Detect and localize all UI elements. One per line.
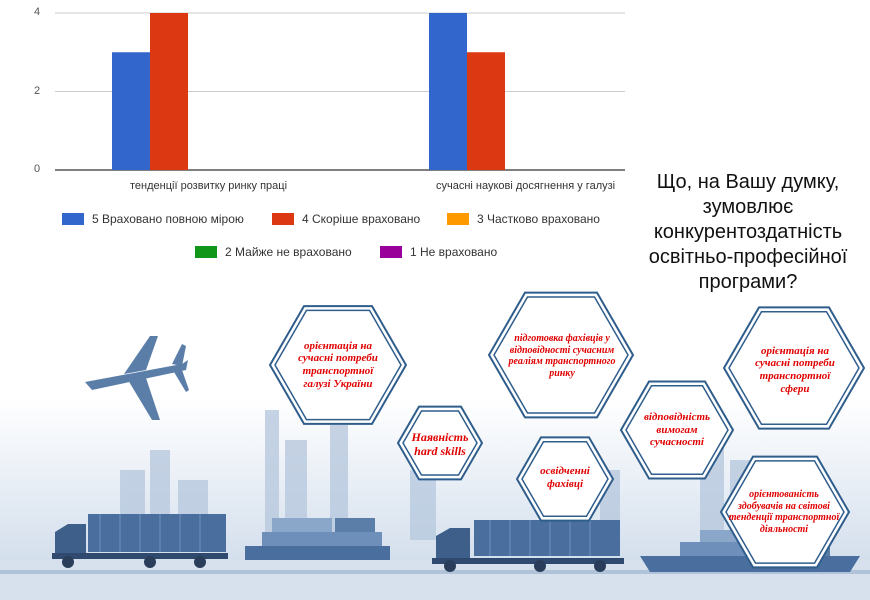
container-stack (245, 518, 390, 560)
hexagon-1 (396, 405, 484, 481)
airplane-icon (85, 336, 189, 420)
bar-0-0 (112, 52, 150, 170)
bar-0-1 (150, 13, 188, 170)
hexagon-inner-2 (493, 296, 629, 414)
hexagon-3 (515, 436, 615, 522)
hexagon-4 (619, 380, 735, 480)
hexagon-inner-5 (728, 310, 860, 426)
hexagon-text-3: освідченні фахівці (540, 465, 590, 490)
y-tick-label-2: 4 (34, 6, 41, 18)
bars (112, 13, 505, 170)
y-tick-label-0: 0 (34, 163, 41, 175)
legend-item-0: 5 Враховано повною мірою (62, 212, 244, 226)
hexagon-text-2: підготовка фахівців у відповідності суча… (508, 333, 616, 379)
bar-1-1 (467, 52, 505, 170)
hexagon-shapes (268, 291, 866, 569)
hexagon-text-5: орієнтація на сучасні потреби транспортн… (755, 344, 835, 395)
hexagon-inner-4 (625, 385, 729, 475)
legend-swatch-2 (447, 213, 469, 225)
hexagon-text-1: Наявність hard skills (411, 430, 469, 458)
hexagon-inner-6 (725, 460, 845, 564)
hexagon-2 (487, 291, 635, 419)
legend-swatch-0 (62, 213, 84, 225)
legend-swatch-3 (195, 246, 217, 258)
truck-icon-2 (432, 520, 624, 572)
hexagon-inner-3 (521, 441, 609, 517)
legend-item-3: 2 Майже не враховано (195, 245, 352, 259)
hexagon-inner-1 (402, 410, 478, 476)
hexagon-text-0: орієнтація на сучасні потреби транспортн… (298, 339, 378, 390)
question-text: Що, на Вашу думку, зумовлює конкурентозд… (648, 171, 848, 293)
hexagon-inner-0 (274, 309, 402, 421)
bar-chart (55, 12, 625, 171)
category-label-0: тенденції розвитку ринку праці (130, 180, 288, 192)
y-tick-label-1: 2 (34, 84, 41, 97)
legend-label-0: 5 Враховано повною мірою (92, 212, 244, 226)
legend-label-2: 3 Частково враховано (477, 212, 600, 226)
hexagon-6 (719, 455, 851, 569)
legend-label-1: 4 Скоріше враховано (302, 212, 421, 226)
truck-icon (52, 514, 228, 568)
legend-swatch-1 (272, 213, 294, 225)
bar-1-0 (429, 13, 467, 170)
legend-swatch-4 (380, 246, 402, 258)
hexagon-text-6: орієнтованість здобувачів на світові тен… (728, 489, 840, 535)
legend-label-4: 1 Не враховано (410, 245, 498, 259)
legend-item-1: 4 Скоріше враховано (272, 212, 420, 226)
hexagon-0 (268, 305, 408, 425)
category-label-1: сучасні наукові досягнення у галузі (436, 180, 616, 192)
legend-item-4: 1 Не враховано (380, 245, 497, 259)
hexagon-5 (722, 306, 866, 430)
hexagon-text-4: відповідність вимогам сучасності (643, 411, 711, 449)
legend-item-2: 3 Частково враховано (447, 212, 600, 226)
legend-label-3: 2 Майже не враховано (225, 245, 352, 259)
